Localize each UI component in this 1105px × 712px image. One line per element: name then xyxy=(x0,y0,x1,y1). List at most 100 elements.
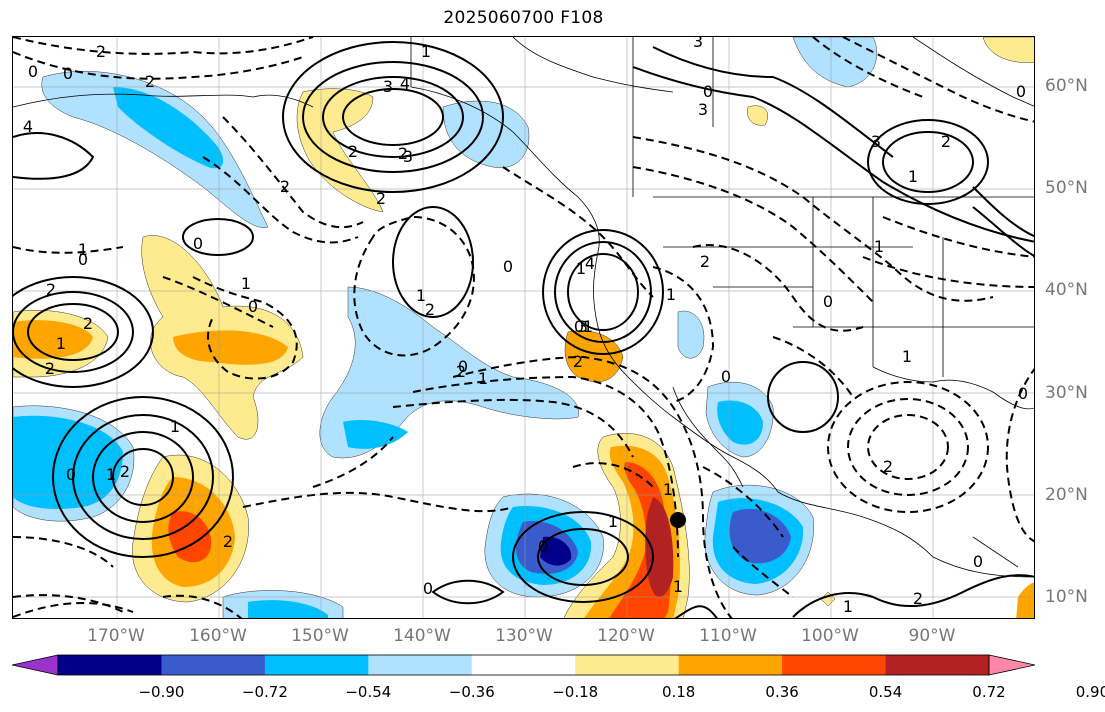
contour-label: 0 xyxy=(193,234,203,253)
colorbar-tick-label: −0.54 xyxy=(345,683,392,701)
lat-label-30n: 30°N xyxy=(1045,383,1088,403)
contour-label: 1 xyxy=(583,317,593,336)
contour-label: 0 xyxy=(63,64,73,83)
colorbar-tick-label: −0.36 xyxy=(448,683,495,701)
contour-label: 0 xyxy=(28,62,38,81)
colorbar-segment xyxy=(471,655,576,675)
colorbar-tick-label: −0.90 xyxy=(138,683,185,701)
contour-label: 0 xyxy=(78,250,88,269)
storm-center-marker[interactable] xyxy=(670,512,686,528)
contour-label: 2 xyxy=(376,189,386,208)
colorbar-segment xyxy=(58,655,162,675)
contour-label: 0 xyxy=(973,552,983,571)
contour-label: 0 xyxy=(66,465,76,484)
contour-label: 3 xyxy=(693,37,703,51)
colorbar-segment xyxy=(368,655,473,675)
contour-label: 1 xyxy=(106,465,116,484)
colorbar-tick-label: 0.36 xyxy=(765,683,799,701)
contour-label: 4 xyxy=(585,254,595,273)
contour-label: 3 xyxy=(871,132,881,151)
contour-label: 1 xyxy=(608,512,618,531)
contour-label: 2 xyxy=(46,280,56,299)
lat-label-20n: 20°N xyxy=(1045,485,1088,505)
contour-label: 2 xyxy=(223,532,233,551)
colorbar xyxy=(12,654,1035,676)
contour-label: 1 xyxy=(666,285,676,304)
coastlines xyxy=(13,37,1034,578)
contour-label: 0 xyxy=(538,537,548,556)
colorbar-segment xyxy=(264,655,369,675)
map-title: 2025060700 F108 xyxy=(443,8,604,28)
contour-label: 2 xyxy=(45,359,55,378)
contour-label: 1 xyxy=(421,42,431,61)
solid-contours xyxy=(13,41,1034,618)
lat-label-60n: 60°N xyxy=(1045,76,1088,96)
colorbar-tick-label: 0.18 xyxy=(661,683,696,701)
lon-label-120w: 120°W xyxy=(597,626,655,646)
contour-label: 2 xyxy=(145,72,155,91)
colorbar-segment xyxy=(575,655,680,675)
contour-label: 2 xyxy=(573,352,583,371)
graticule xyxy=(13,37,1034,618)
contour-label: 2 xyxy=(941,132,951,151)
colorbar-extend-low xyxy=(12,654,59,676)
colorbar-tick-label: 0.72 xyxy=(972,683,1006,701)
lon-label-160w: 160°W xyxy=(189,626,247,646)
colorbar-segment xyxy=(678,655,783,675)
contour-label: 3 xyxy=(698,100,708,119)
contour-label: 1 xyxy=(576,259,586,278)
contour-label: 0 xyxy=(721,367,731,386)
contour-label: 2 xyxy=(398,144,408,163)
contour-label: 2 xyxy=(348,142,358,161)
lon-label-100w: 100°W xyxy=(801,626,859,646)
lat-label-50n: 50°N xyxy=(1045,178,1088,198)
contour-label: 1 xyxy=(78,240,88,259)
colorbar-segment xyxy=(885,655,990,675)
contour-label: 1 xyxy=(241,274,251,293)
lat-label-40n: 40°N xyxy=(1045,280,1088,300)
lon-label-110w: 110°W xyxy=(699,626,757,646)
contour-label: 0 xyxy=(1018,384,1028,403)
contour-label: 3 xyxy=(578,317,588,336)
contour-label: 3 xyxy=(383,77,393,96)
dashed-contours xyxy=(13,37,1034,618)
contour-label: 0 xyxy=(574,317,584,336)
contour-label: 2 xyxy=(120,462,130,481)
contour-label: 2 xyxy=(96,42,106,61)
lon-label-90w: 90°W xyxy=(908,626,956,646)
contour-label: 0 xyxy=(703,82,713,101)
contour-label: 1 xyxy=(56,334,66,353)
contour-label: 1 xyxy=(902,347,912,366)
contour-label: 1 xyxy=(673,577,683,596)
contour-label: 0 xyxy=(248,297,258,316)
contour-label: 0 xyxy=(458,357,468,376)
colorbar-extend-high xyxy=(988,654,1035,676)
shaded-anomaly-fields xyxy=(13,37,1034,618)
contour-label: 4 xyxy=(23,117,33,136)
contour-label: 2 xyxy=(700,252,710,271)
contour-label: 1 xyxy=(416,286,426,305)
contour-label: 1 xyxy=(843,597,853,616)
contour-label: 3 xyxy=(403,147,413,166)
contour-label: 2 xyxy=(913,589,923,608)
contour-label: 2 xyxy=(280,177,290,196)
lat-label-10n: 10°N xyxy=(1045,587,1088,607)
lon-label-150w: 150°W xyxy=(291,626,349,646)
contour-label: 2 xyxy=(425,300,435,319)
contour-label: 1 xyxy=(908,167,918,186)
contour-label: 1 xyxy=(663,480,673,499)
lon-label-140w: 140°W xyxy=(393,626,451,646)
contour-label: 2 xyxy=(83,314,93,333)
lon-label-130w: 130°W xyxy=(495,626,553,646)
contour-label: 4 xyxy=(400,74,410,93)
contour-label: 0 xyxy=(823,292,833,311)
contour-label: 1 xyxy=(874,237,884,256)
contour-label: 1 xyxy=(478,369,488,388)
contour-label: 0 xyxy=(423,579,433,598)
contour-label: 1 xyxy=(170,417,180,436)
contour-label: 2 xyxy=(456,362,466,381)
contour-label: 0 xyxy=(503,257,513,276)
lon-label-170w: 170°W xyxy=(87,626,145,646)
